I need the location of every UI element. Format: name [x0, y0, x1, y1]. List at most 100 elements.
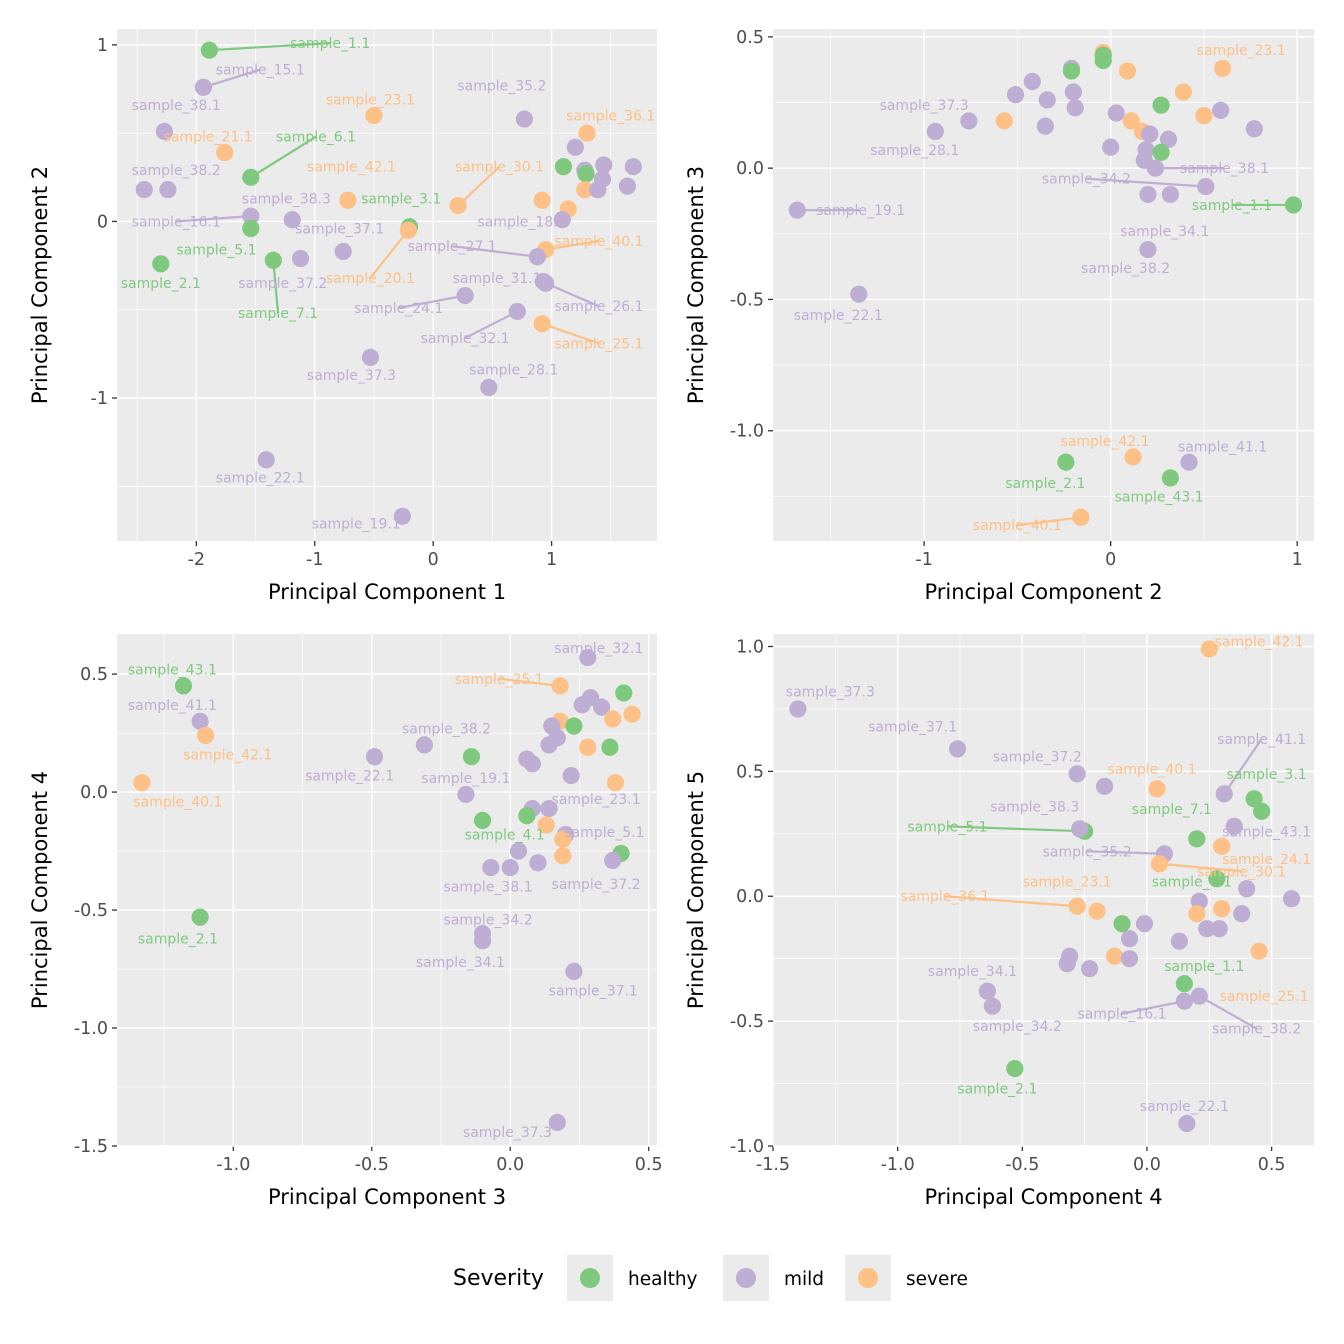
data-point-healthy	[264, 251, 282, 269]
point-label: sample_5.1	[176, 243, 256, 259]
point-label: sample_36.1	[900, 889, 989, 905]
data-point-mild	[1107, 104, 1125, 122]
legend-label-mild: mild	[784, 1269, 824, 1290]
point-label: sample_40.1	[973, 518, 1062, 534]
point-label: sample_40.1	[554, 234, 643, 250]
point-label: sample_6.1	[276, 130, 356, 146]
point-label: sample_42.1	[1215, 634, 1304, 650]
point-label: sample_25.1	[1220, 989, 1309, 1005]
data-point-severe	[533, 315, 551, 333]
data-point-mild	[624, 158, 642, 176]
data-point-healthy	[565, 717, 583, 735]
data-point-mild	[528, 248, 546, 266]
data-point-mild	[523, 755, 541, 773]
y-tick-label: -1	[91, 389, 108, 409]
legend-label-healthy: healthy	[628, 1269, 698, 1290]
data-point-severe	[1188, 905, 1206, 923]
x-tick-label: -0.5	[1005, 1155, 1039, 1175]
data-point-severe	[623, 705, 641, 723]
point-label: sample_32.1	[421, 331, 510, 347]
data-point-healthy	[1188, 830, 1206, 848]
y-tick-label: 1	[97, 36, 108, 56]
data-point-mild	[789, 700, 807, 718]
leader-line	[203, 68, 261, 89]
data-point-healthy	[1245, 790, 1263, 808]
data-point-mild	[1190, 987, 1208, 1005]
data-point-mild	[1102, 138, 1120, 156]
data-point-mild	[501, 858, 519, 877]
data-point-mild	[573, 696, 591, 714]
point-label: sample_6.1	[1152, 874, 1232, 890]
leader-line	[250, 135, 317, 179]
leader-line	[947, 825, 1085, 833]
data-point-severe	[1105, 947, 1124, 965]
leader-line	[369, 229, 410, 279]
leader-line	[272, 260, 280, 314]
data-point-healthy	[200, 41, 218, 59]
point-label: sample_38.2	[1212, 1022, 1301, 1038]
data-point-healthy	[1175, 975, 1193, 993]
data-point-mild	[508, 302, 526, 321]
x-tick-label: -1.5	[756, 1155, 790, 1175]
point-label: sample_28.1	[870, 143, 959, 159]
panel-3: -1.0 -0.5 0.0 0.5 -1.5 -1.0 -0.5 0.0 0.5 Principa…	[28, 634, 663, 1209]
data-point-mild	[1135, 915, 1154, 933]
y-tick-label: -0.5	[730, 290, 764, 310]
data-point-mild	[155, 122, 173, 140]
data-point-healthy	[174, 677, 193, 695]
point-label: sample_27.1	[408, 239, 497, 255]
leader-line	[545, 282, 600, 308]
data-point-healthy	[615, 684, 633, 702]
point-label: sample_38.1	[1180, 161, 1269, 177]
data-point-severe	[533, 191, 551, 209]
point-label: sample_32.1	[554, 641, 643, 657]
data-point-mild	[1120, 950, 1139, 968]
point-label: sample_16.1	[1077, 1007, 1166, 1023]
point-label: sample_43.1	[1115, 489, 1204, 505]
data-point-mild	[529, 854, 547, 872]
leader-line	[451, 245, 538, 258]
leader-line	[545, 239, 600, 251]
legend-title: Severity	[453, 1266, 544, 1291]
data-point-mild	[1036, 117, 1054, 135]
point-label: sample_42.1	[307, 160, 396, 176]
data-point-healthy	[1062, 62, 1081, 80]
point-label: sample_43.1	[128, 662, 217, 678]
data-point-mild	[242, 207, 260, 225]
data-point-severe	[1118, 62, 1137, 80]
data-point-severe	[606, 774, 625, 792]
point-label: sample_34.2	[1042, 172, 1131, 188]
y-tick-label: -1.5	[74, 1137, 108, 1157]
data-point-mild	[1023, 72, 1041, 91]
y-tick-label: -0.5	[74, 901, 108, 921]
data-point-severe	[1195, 107, 1213, 125]
point-label: sample_41.1	[1178, 439, 1267, 455]
legend-label-severe: severe	[906, 1269, 968, 1290]
data-point-mild	[1159, 130, 1178, 148]
point-label: sample_35.2	[457, 78, 546, 94]
data-point-healthy	[1284, 196, 1303, 214]
point-label: sample_37.2	[552, 877, 641, 893]
point-label: sample_1.1	[1192, 198, 1272, 214]
data-point-healthy	[242, 219, 260, 238]
data-point-severe	[554, 830, 572, 848]
data-point-severe	[554, 847, 572, 865]
x-tick-label: 0.5	[635, 1155, 663, 1175]
data-point-mild	[456, 286, 474, 305]
data-point-severe	[1124, 448, 1142, 466]
data-point-mild	[1058, 955, 1076, 973]
data-point-mild	[540, 736, 558, 754]
point-label: sample_37.1	[549, 983, 638, 999]
data-point-mild	[1245, 120, 1263, 138]
data-point-mild	[1178, 1114, 1196, 1133]
point-label: sample_26.1	[554, 299, 643, 315]
plot-background	[773, 634, 1314, 1146]
leader-line	[464, 310, 518, 339]
leader-line	[398, 294, 466, 310]
y-axis-title: Principal Component 2	[28, 166, 52, 404]
data-point-healthy	[462, 748, 481, 766]
data-point-mild	[1225, 817, 1243, 835]
data-point-mild	[515, 110, 533, 128]
data-point-severe	[1150, 855, 1169, 873]
y-tick-label: 0.0	[736, 159, 764, 179]
